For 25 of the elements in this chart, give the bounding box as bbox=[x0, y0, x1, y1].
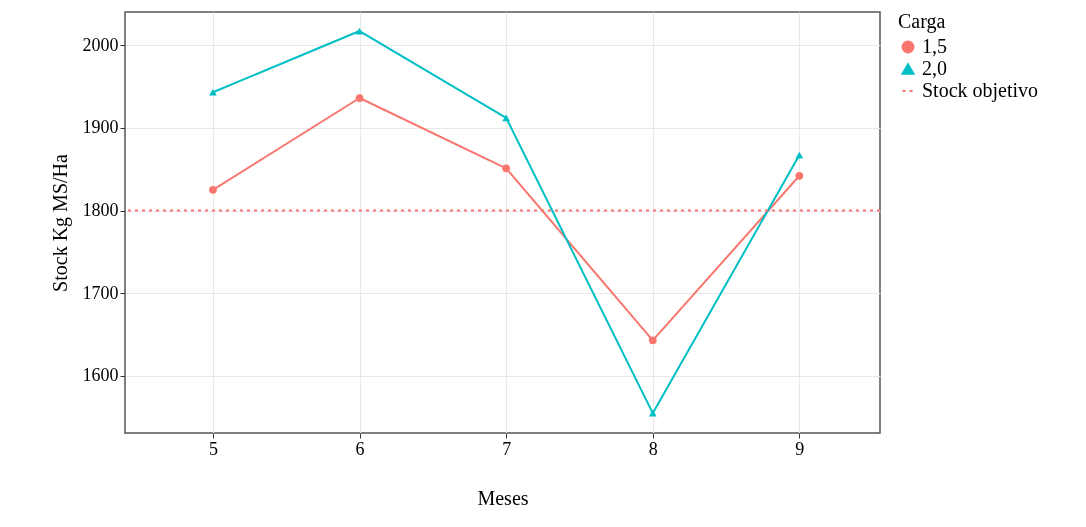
point bbox=[209, 185, 217, 194]
y-tick-label: 2000 bbox=[82, 34, 119, 55]
x-tick-label: 7 bbox=[502, 438, 512, 459]
point bbox=[502, 114, 511, 122]
point bbox=[209, 88, 217, 96]
x-tick-label: 6 bbox=[355, 438, 365, 459]
x-tick-label: 9 bbox=[795, 438, 805, 459]
point bbox=[648, 336, 657, 345]
y-tick-label: 1600 bbox=[82, 365, 119, 386]
legend-label: 2,0 bbox=[922, 57, 947, 79]
y-tick-label: 1700 bbox=[82, 282, 119, 303]
x-tick-label: 5 bbox=[208, 438, 218, 459]
x-tick-label: 8 bbox=[648, 438, 658, 459]
point bbox=[355, 27, 364, 35]
legend-title: Carga bbox=[898, 10, 946, 33]
y-tick-label: 1800 bbox=[82, 200, 119, 221]
point bbox=[648, 409, 657, 417]
point bbox=[795, 171, 804, 180]
point bbox=[502, 164, 511, 173]
point bbox=[355, 94, 364, 102]
y-tick-label: 1900 bbox=[82, 117, 119, 138]
y-axis-title: Stock Kg MS/Ha bbox=[48, 153, 72, 292]
x-axis-title: Meses bbox=[477, 486, 529, 509]
legend-label: Stock objetivo bbox=[922, 79, 1039, 102]
legend-label: 1,5 bbox=[922, 35, 947, 57]
